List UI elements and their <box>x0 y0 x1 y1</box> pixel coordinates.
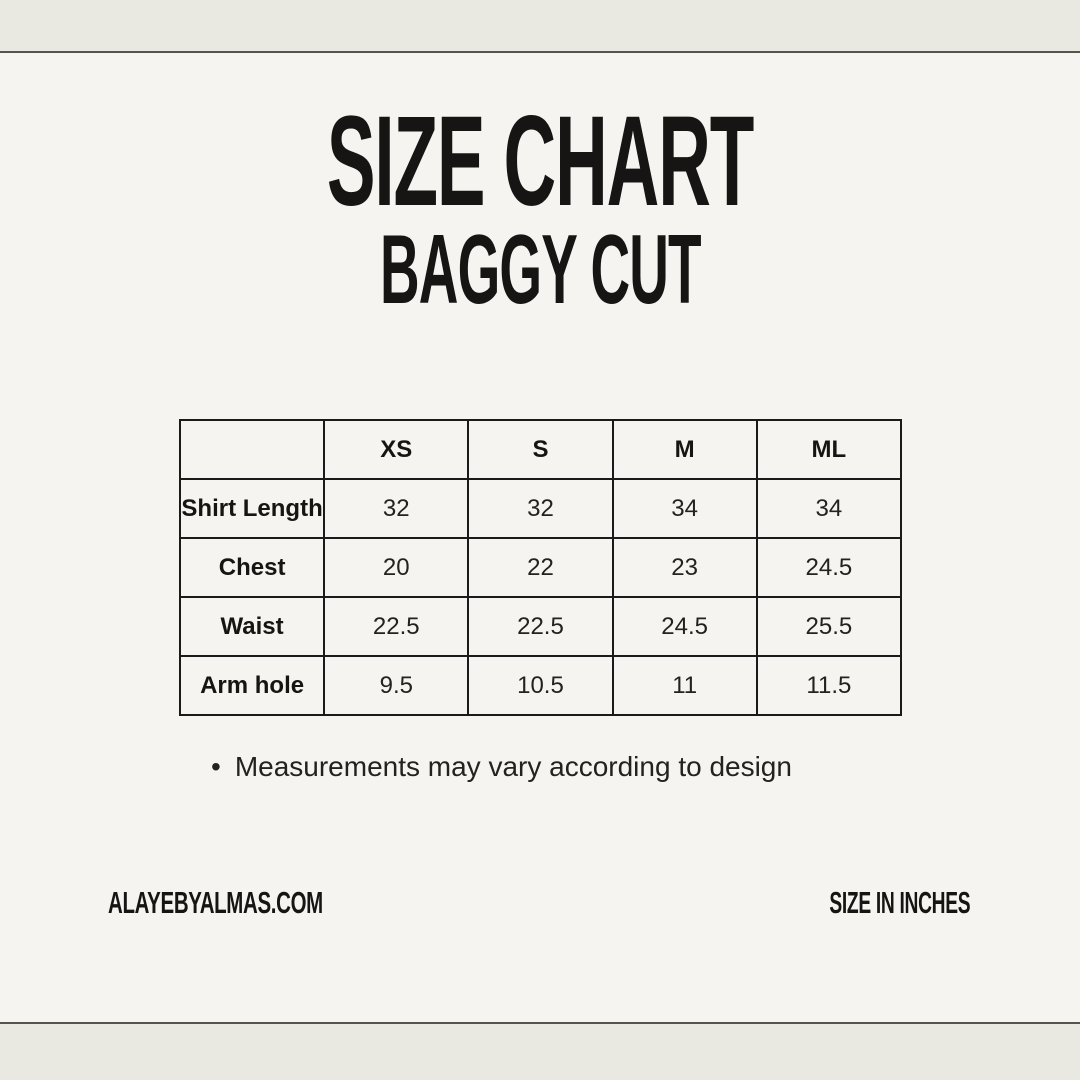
size-value: 11.5 <box>755 655 903 716</box>
page-title: SIZE CHART <box>326 90 754 233</box>
size-value: 22.5 <box>323 596 470 657</box>
size-value: 10.5 <box>467 655 614 716</box>
size-value: 32 <box>323 478 470 539</box>
row-label: Shirt Length <box>178 478 326 539</box>
bottom-edge-band <box>0 1022 1080 1080</box>
note-text: Measurements may vary according to desig… <box>234 751 792 782</box>
column-header-m: M <box>611 419 758 480</box>
size-value: 20 <box>323 537 470 598</box>
table-row-shirt-length: Shirt Length 32 32 34 34 <box>178 478 903 539</box>
website-text: ALAYEBYALMAS.COM <box>108 885 323 920</box>
page-title-line: SIZE CHART <box>0 98 1080 226</box>
top-edge-band <box>0 0 1080 53</box>
size-value: 34 <box>755 478 903 539</box>
size-value: 24.5 <box>755 537 903 598</box>
size-value: 32 <box>467 478 614 539</box>
bullet-icon: • <box>211 751 221 782</box>
units-text: SIZE IN INCHES <box>829 885 970 920</box>
size-value: 24.5 <box>611 596 758 657</box>
row-label: Waist <box>178 596 326 657</box>
table-row-arm-hole: Arm hole 9.5 10.5 11 11.5 <box>178 655 903 716</box>
corner-cell <box>178 419 326 480</box>
table-row-waist: Waist 22.5 22.5 24.5 25.5 <box>178 596 903 657</box>
table-row-chest: Chest 20 22 23 24.5 <box>178 537 903 598</box>
measurement-note: • Measurements may vary according to desi… <box>211 753 792 781</box>
column-header-xs: XS <box>323 419 470 480</box>
size-value: 22 <box>467 537 614 598</box>
size-value: 11 <box>611 655 758 716</box>
size-value: 34 <box>611 478 758 539</box>
footer-website: ALAYEBYALMAS.COM <box>108 887 434 918</box>
table-header-row: XS S M ML <box>178 419 903 480</box>
page-subtitle: BAGGY CUT <box>379 214 702 324</box>
page-subtitle-line: BAGGY CUT <box>0 220 1080 318</box>
size-value: 23 <box>611 537 758 598</box>
size-value: 25.5 <box>755 596 903 657</box>
size-table: XS S M ML Shirt Length 32 32 34 34 Chest… <box>178 419 903 716</box>
size-value: 22.5 <box>467 596 614 657</box>
column-header-ml: ML <box>755 419 903 480</box>
column-header-s: S <box>467 419 614 480</box>
size-value: 9.5 <box>323 655 470 716</box>
footer-units: SIZE IN INCHES <box>743 887 970 918</box>
row-label: Arm hole <box>178 655 326 716</box>
size-table-container: XS S M ML Shirt Length 32 32 34 34 Chest… <box>178 419 903 716</box>
row-label: Chest <box>178 537 326 598</box>
header: SIZE CHART BAGGY CUT <box>0 98 1080 319</box>
